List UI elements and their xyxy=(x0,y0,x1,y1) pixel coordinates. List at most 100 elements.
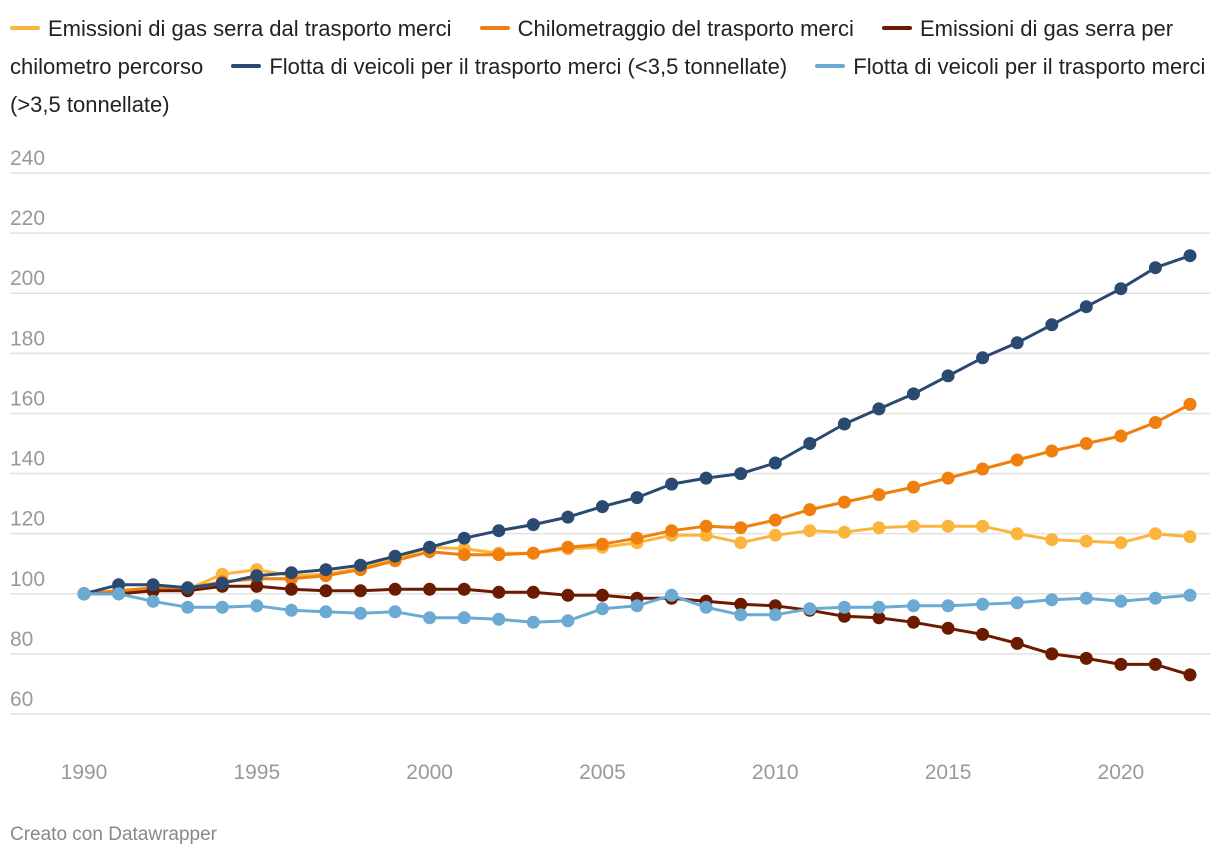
data-point xyxy=(526,615,540,629)
x-tick-label: 1990 xyxy=(61,761,108,784)
legend-item: Flotta di veicoli per il trasporto merci… xyxy=(10,54,1205,117)
legend-swatch xyxy=(231,64,262,69)
data-point xyxy=(1183,668,1197,682)
data-point xyxy=(595,537,609,551)
data-point xyxy=(837,495,851,509)
data-point xyxy=(1114,429,1128,443)
data-point xyxy=(1079,651,1093,665)
data-point xyxy=(457,611,471,625)
data-point xyxy=(734,597,748,611)
data-point xyxy=(561,540,575,554)
data-point xyxy=(803,503,817,517)
legend-label: Flotta di veicoli per il trasporto merci… xyxy=(10,54,1206,117)
data-point xyxy=(699,600,713,614)
data-point xyxy=(976,627,990,641)
data-point xyxy=(768,528,782,542)
data-point xyxy=(492,548,506,562)
data-point xyxy=(1010,636,1024,650)
data-point xyxy=(872,521,886,535)
x-tick-label: 2020 xyxy=(1098,761,1145,784)
data-point xyxy=(492,585,506,599)
data-point xyxy=(1114,657,1128,671)
chart-legend: Emissioni di gas serra dal trasporto mer… xyxy=(10,10,1215,124)
y-tick-label: 180 xyxy=(10,327,45,350)
data-point xyxy=(1045,593,1059,607)
data-point xyxy=(1183,249,1197,263)
data-point xyxy=(976,351,990,365)
series-group xyxy=(77,579,1197,682)
data-point xyxy=(941,369,955,383)
y-tick-label: 240 xyxy=(10,147,45,170)
data-point xyxy=(526,518,540,532)
data-point xyxy=(837,600,851,614)
legend-label: Chilometraggio del trasporto merci xyxy=(517,16,854,41)
data-point xyxy=(423,611,437,625)
data-point xyxy=(112,578,126,592)
data-point xyxy=(492,524,506,538)
data-point xyxy=(803,602,817,616)
data-point xyxy=(907,387,920,401)
data-point xyxy=(976,462,990,476)
legend-item: Emissioni di gas serra per chilometro pe… xyxy=(10,16,1173,79)
series-group xyxy=(77,587,1197,629)
x-tick-label: 1995 xyxy=(233,761,280,784)
data-point xyxy=(1010,596,1024,610)
data-point xyxy=(112,587,126,601)
data-point xyxy=(1010,336,1024,350)
data-point xyxy=(319,563,333,577)
legend-item: Chilometraggio del trasporto merci xyxy=(479,16,854,41)
data-point xyxy=(423,582,437,596)
data-point xyxy=(1148,657,1162,671)
data-point xyxy=(837,525,851,539)
data-point xyxy=(768,513,782,527)
data-point xyxy=(872,611,886,625)
data-point xyxy=(595,602,609,616)
data-point xyxy=(665,477,679,491)
data-point xyxy=(250,569,264,583)
y-tick-label: 140 xyxy=(10,448,45,471)
data-point xyxy=(768,456,782,470)
data-point xyxy=(837,417,851,431)
data-point xyxy=(1148,591,1162,605)
data-point xyxy=(215,600,229,614)
y-tick-label: 80 xyxy=(10,628,33,651)
data-point xyxy=(319,584,333,598)
data-point xyxy=(734,608,748,622)
legend-item: Emissioni di gas serra dal trasporto mer… xyxy=(10,16,451,41)
legend-swatch xyxy=(815,64,846,69)
data-point xyxy=(457,582,471,596)
y-gridlines xyxy=(10,172,1210,715)
data-point xyxy=(941,621,955,635)
data-point xyxy=(284,566,298,580)
legend-label: Emissioni di gas serra dal trasporto mer… xyxy=(48,16,452,41)
data-point xyxy=(768,608,782,622)
data-point xyxy=(699,519,713,533)
data-point xyxy=(1148,416,1162,429)
data-point xyxy=(526,546,540,560)
data-point xyxy=(872,402,886,416)
y-tick-label: 120 xyxy=(10,508,45,531)
data-point xyxy=(354,584,367,598)
data-point xyxy=(1114,594,1128,608)
data-point xyxy=(1010,527,1024,541)
data-point xyxy=(595,500,609,514)
data-point xyxy=(665,588,679,602)
data-point xyxy=(492,612,506,626)
series-group xyxy=(77,249,1197,601)
data-point xyxy=(561,588,575,602)
data-point xyxy=(941,471,955,485)
data-point xyxy=(665,524,679,538)
x-tick-label: 2015 xyxy=(925,761,972,784)
data-point xyxy=(457,548,471,562)
data-point xyxy=(250,579,264,593)
legend-label: Emissioni di gas serra per chilometro pe… xyxy=(10,16,1174,79)
data-point xyxy=(803,524,817,538)
data-point xyxy=(734,521,748,535)
data-point xyxy=(388,605,402,619)
data-point xyxy=(423,540,437,554)
data-point xyxy=(907,615,920,629)
data-point xyxy=(630,491,644,505)
y-tick-label: 160 xyxy=(10,387,45,410)
data-point xyxy=(1148,261,1162,275)
data-point xyxy=(734,536,748,550)
